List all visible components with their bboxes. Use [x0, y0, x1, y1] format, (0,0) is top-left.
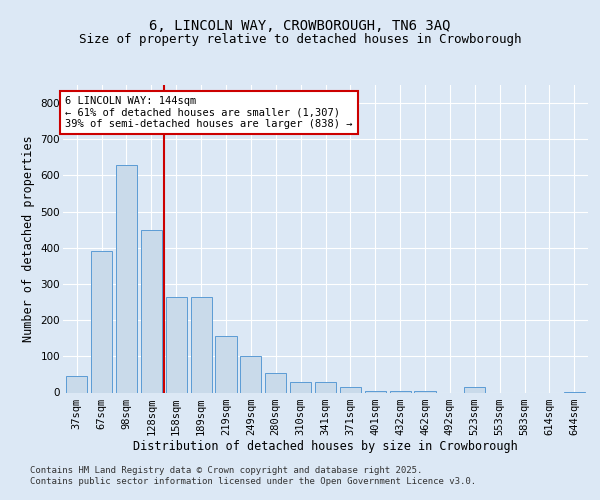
Bar: [116, 164, 137, 392]
Bar: [240, 356, 262, 392]
X-axis label: Distribution of detached houses by size in Crowborough: Distribution of detached houses by size …: [133, 440, 518, 454]
Bar: [464, 387, 485, 392]
Bar: [365, 390, 386, 392]
Text: Contains public sector information licensed under the Open Government Licence v3: Contains public sector information licen…: [30, 477, 476, 486]
Bar: [415, 390, 436, 392]
Text: 6, LINCOLN WAY, CROWBOROUGH, TN6 3AQ: 6, LINCOLN WAY, CROWBOROUGH, TN6 3AQ: [149, 19, 451, 33]
Bar: [91, 252, 112, 392]
Text: Contains HM Land Registry data © Crown copyright and database right 2025.: Contains HM Land Registry data © Crown c…: [30, 466, 422, 475]
Bar: [315, 382, 336, 392]
Bar: [191, 296, 212, 392]
Y-axis label: Number of detached properties: Number of detached properties: [22, 136, 35, 342]
Bar: [66, 376, 87, 392]
Bar: [265, 372, 286, 392]
Bar: [340, 387, 361, 392]
Text: 6 LINCOLN WAY: 144sqm
← 61% of detached houses are smaller (1,307)
39% of semi-d: 6 LINCOLN WAY: 144sqm ← 61% of detached …: [65, 96, 353, 129]
Bar: [290, 382, 311, 392]
Bar: [166, 296, 187, 392]
Bar: [215, 336, 236, 392]
Bar: [141, 230, 162, 392]
Bar: [389, 390, 411, 392]
Text: Size of property relative to detached houses in Crowborough: Size of property relative to detached ho…: [79, 32, 521, 46]
